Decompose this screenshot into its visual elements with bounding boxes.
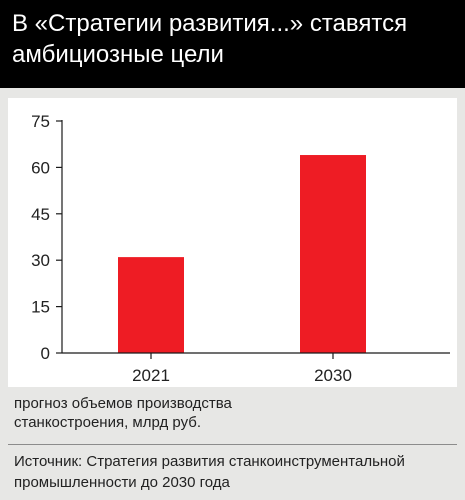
divider (8, 444, 457, 445)
y-tick-label: 30 (31, 251, 50, 270)
bars (118, 155, 366, 353)
x-tick-label: 2021 (132, 366, 170, 385)
bar (118, 257, 184, 353)
bar (300, 155, 366, 353)
source-line-2: промышленности до 2030 года (14, 474, 230, 491)
y-tick-label: 15 (31, 298, 50, 317)
y-tick-label: 0 (41, 344, 50, 363)
header-band: В «Стратегии развития...» ставятся амбиц… (0, 0, 465, 88)
chart-title-line-1: В «Стратегии развития...» ставятся (12, 10, 408, 37)
source-line-1: Источник: Стратегия развития станкоинстр… (14, 453, 405, 470)
y-tick-label: 45 (31, 205, 50, 224)
plot-background (8, 98, 457, 387)
source-note: Источник: Стратегия развития станкоинстр… (14, 451, 459, 493)
chart-title: В «Стратегии развития...» ставятся амбиц… (12, 8, 452, 70)
plot-panel: 75 60 45 30 15 0 2021 2030 (0, 88, 465, 448)
caption-line-2: станкостроения, млрд руб. (14, 414, 202, 431)
y-tick-label: 60 (31, 158, 50, 177)
chart-title-line-2: амбициозные цели (12, 41, 224, 68)
x-axis: 2021 2030 (62, 352, 450, 385)
bar-chart: 75 60 45 30 15 0 2021 2030 (8, 98, 457, 387)
chart-caption: прогноз объемов производства станкострое… (14, 394, 232, 432)
y-tick-label: 75 (31, 112, 50, 131)
caption-line-1: прогноз объемов производства (14, 395, 232, 412)
y-axis: 75 60 45 30 15 0 (31, 112, 63, 363)
x-tick-label: 2030 (314, 366, 352, 385)
